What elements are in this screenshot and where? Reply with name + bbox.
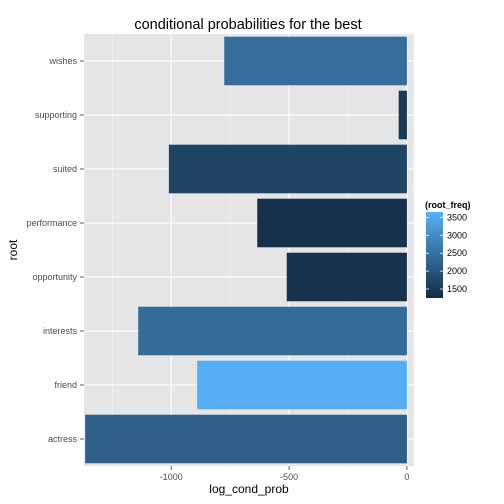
bar-opportunity [286,252,407,302]
y-tick-label: wishes [48,56,77,66]
legend-tick-label: 3500 [447,212,467,222]
color-legend: (root_freq) 3500 3000 2500 2000 1500 [425,200,471,298]
y-tick-label: performance [26,218,77,228]
legend-tick-label: 2000 [447,266,467,276]
y-axis-ticks: wishes supporting suited performance opportu… [26,56,84,444]
legend-ticks: 3500 3000 2500 2000 1500 [426,212,467,294]
legend-colorbar [426,212,443,298]
y-tick-label: actress [48,434,78,444]
y-tick-label: opportunity [32,272,77,282]
x-axis-title: log_cond_prob [209,482,289,496]
bar-supporting [398,90,407,140]
x-axis-ticks: -1000 -500 0 [160,466,409,482]
legend-tick-label: 3000 [447,230,467,240]
legend-tick-label: 2500 [447,248,467,258]
bar-actress [85,414,407,464]
y-tick-label: friend [54,380,77,390]
y-tick-label: supporting [35,110,77,120]
bar-wishes [224,36,407,86]
legend-title: (root_freq) [425,200,471,210]
x-tick-label: -500 [280,472,298,482]
bar-interests [138,306,407,356]
legend-tick-label: 1500 [447,284,467,294]
x-tick-label: 0 [404,472,409,482]
chart-title: conditional probabilities for the best [134,17,361,33]
y-tick-label: interests [43,326,78,336]
y-tick-label: suited [53,164,77,174]
bar-friend [197,360,407,410]
bar-performance [257,198,407,248]
x-tick-label: -1000 [160,472,183,482]
bars [85,36,407,464]
bar-suited [168,144,407,194]
y-axis-title: root [6,239,20,260]
